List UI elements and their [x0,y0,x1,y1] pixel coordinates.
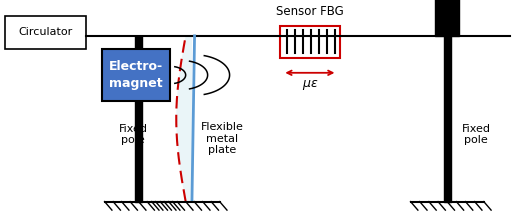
FancyBboxPatch shape [102,49,170,101]
Text: Fixed
pole: Fixed pole [461,124,491,145]
Text: $\mu\varepsilon$: $\mu\varepsilon$ [302,78,318,92]
FancyBboxPatch shape [5,16,86,49]
Text: Circulator: Circulator [19,28,73,37]
Text: Electro-
magnet: Electro- magnet [109,60,163,90]
Text: Flexible
metal
plate: Flexible metal plate [201,122,244,155]
Text: Fixed
pole: Fixed pole [119,124,148,145]
FancyBboxPatch shape [280,26,340,58]
Polygon shape [176,36,192,202]
Text: Sensor FBG: Sensor FBG [276,5,344,18]
